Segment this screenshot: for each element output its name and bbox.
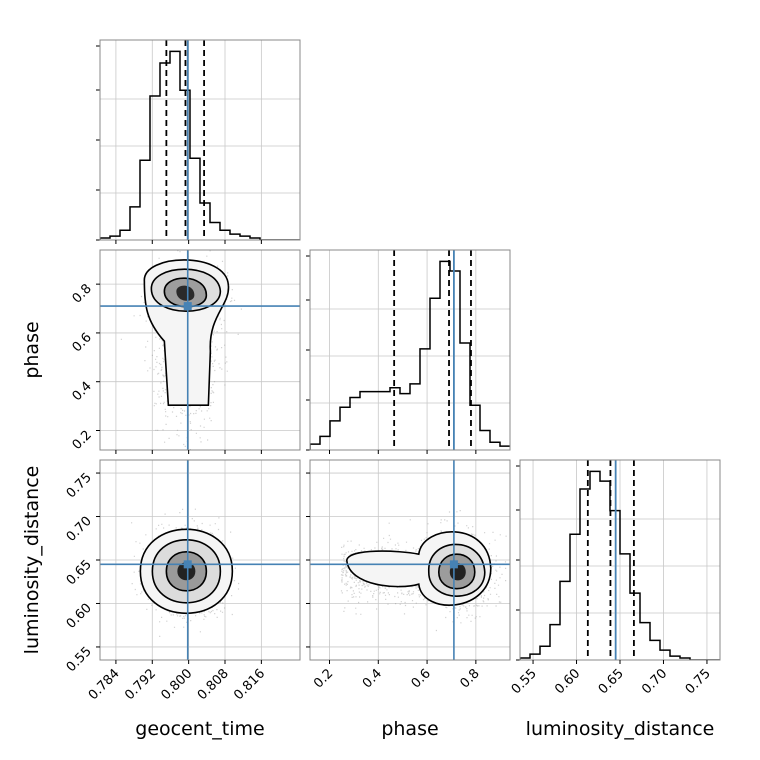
hist-step-line xyxy=(310,260,510,450)
y-tick-label: 0.6 xyxy=(70,330,95,355)
x-tick-label: 0.792 xyxy=(122,666,159,703)
x-tick-label: 0.55 xyxy=(509,666,540,697)
x-axis-label-geocent_time: geocent_time xyxy=(135,718,264,740)
x-tick-label: 0.4 xyxy=(360,666,385,691)
y-tick-label: 0.75 xyxy=(64,470,95,501)
x-tick-label: 0.816 xyxy=(231,666,268,703)
scatter-body xyxy=(100,460,300,660)
y-tick-label: 0.60 xyxy=(64,601,95,632)
y-tick-label: 0.65 xyxy=(64,557,95,588)
scatter-panel-geocent_time-phase xyxy=(99,249,301,451)
panel-border xyxy=(99,249,301,451)
y-tick-label: 0.2 xyxy=(70,428,95,453)
truth-marker xyxy=(449,560,458,569)
x-tick-label: 0.75 xyxy=(683,666,714,697)
y-tick-label: 0.55 xyxy=(64,644,95,675)
y-axis-label-luminosity_distance: luminosity_distance xyxy=(21,466,43,655)
scatter-body xyxy=(310,460,510,660)
scatter-body xyxy=(100,250,300,450)
x-tick-label: 0.8 xyxy=(457,666,482,691)
truth-marker xyxy=(183,302,192,311)
x-axis-label-luminosity_distance: luminosity_distance xyxy=(526,718,715,740)
scatter-panel-geocent_time-luminosity_distance xyxy=(99,459,301,661)
hist-panel-geocent_time xyxy=(96,39,301,241)
hist-bars xyxy=(520,460,720,660)
axis-labels: geocent_time phase luminosity_distancephas… xyxy=(21,321,714,740)
hist-bars xyxy=(100,40,300,240)
y-tick-label: 0.8 xyxy=(70,281,95,306)
y-axis-label-phase: phase xyxy=(21,321,43,378)
panel-border xyxy=(309,249,511,451)
x-tick-label: 0.70 xyxy=(639,666,670,697)
hist-bars xyxy=(310,250,510,450)
hist-step-line xyxy=(100,50,300,240)
panel-border xyxy=(99,39,301,241)
x-tick-label: 0.65 xyxy=(596,666,627,697)
density-contour xyxy=(176,285,195,301)
scatter-panel-phase-luminosity_distance xyxy=(309,459,511,661)
x-axis-label-phase: phase xyxy=(381,718,438,740)
x-tick-label: 0.800 xyxy=(159,666,196,703)
y-tick-label: 0.70 xyxy=(64,514,95,545)
panel-bg xyxy=(310,250,510,450)
x-tick-label: 0.6 xyxy=(409,666,434,691)
hist-panel-phase xyxy=(306,249,511,451)
x-tick-label: 0.60 xyxy=(552,666,583,697)
x-tick-label: 0.808 xyxy=(195,666,232,703)
x-tick-label: 0.2 xyxy=(311,666,336,691)
x-tick-label: 0.784 xyxy=(86,666,123,703)
hist-panel-luminosity_distance xyxy=(516,459,721,661)
y-tick-label: 0.4 xyxy=(70,379,95,404)
truth-marker xyxy=(183,560,192,569)
